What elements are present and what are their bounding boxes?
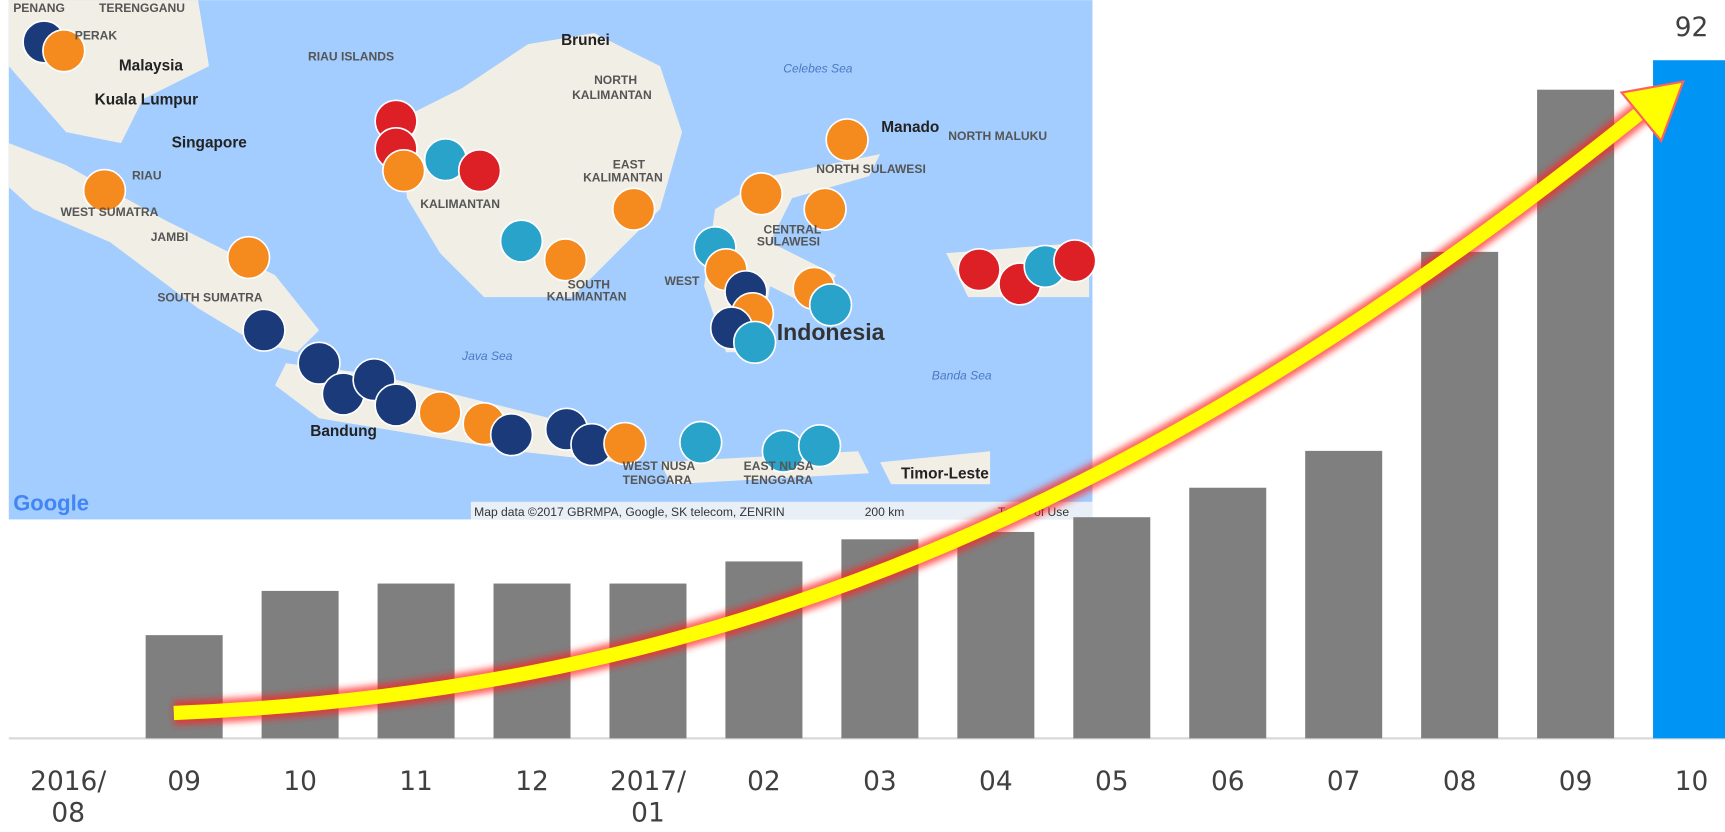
map-marker: [740, 173, 782, 215]
x-tick-label: 08: [1443, 766, 1477, 797]
map-label: TENGGARA: [623, 473, 692, 487]
x-tick-label: 12: [515, 766, 549, 797]
x-tick-label: 02: [747, 766, 781, 797]
map-marker: [383, 150, 425, 192]
x-tick-label: 06: [1211, 766, 1245, 797]
map-label: Brunei: [561, 32, 610, 49]
bar: [1073, 517, 1150, 738]
map-marker: [734, 321, 776, 363]
map-label: Timor-Leste: [901, 466, 989, 483]
value-label: 92: [1675, 12, 1709, 43]
map-label: KALIMANTAN: [420, 197, 500, 211]
map-label: EAST NUSA: [744, 459, 814, 473]
map-marker: [419, 392, 461, 434]
map-label: Indonesia: [777, 319, 885, 345]
map-marker: [459, 150, 501, 192]
map-label: Kuala Lumpur: [95, 92, 198, 109]
map-label: Banda Sea: [932, 369, 992, 383]
bar: [378, 584, 455, 739]
bar: [957, 532, 1034, 738]
map-label: Map data ©2017 GBRMPA, Google, SK teleco…: [474, 505, 785, 519]
x-tick-label: 11: [399, 766, 433, 797]
map-label: 200 km: [865, 505, 905, 519]
map-label: SULAWESI: [757, 234, 820, 248]
screen: PENANG TERENGGANU PERAK Malaysia Kuala Lumpu…: [0, 0, 1725, 832]
x-tick-label: 10: [283, 766, 317, 797]
map-label: Singapore: [172, 135, 248, 152]
map-marker: [958, 249, 1000, 291]
map-marker: [1054, 240, 1096, 282]
map-marker: [826, 119, 868, 161]
map-label: PENANG: [13, 1, 65, 15]
x-tick-label: 2016/08: [30, 766, 106, 829]
map-label: Bandung: [310, 423, 377, 440]
map-label: PERAK: [75, 29, 118, 43]
map-label: RIAU ISLANDS: [308, 50, 394, 64]
map-label: NORTH SULAWESI: [816, 162, 926, 176]
map-label: RIAU: [132, 168, 162, 182]
x-tick-label: 2017/01: [610, 766, 686, 829]
map-label: NORTH MALUKU: [948, 129, 1047, 143]
map-marker: [491, 414, 533, 456]
map-label: WEST NUSA: [623, 459, 696, 473]
map-label: TENGGARA: [744, 473, 813, 487]
bar: [1421, 252, 1498, 738]
bar: [1653, 60, 1725, 738]
bar: [1189, 488, 1266, 739]
map-marker: [228, 237, 270, 279]
x-tick-label: 03: [863, 766, 897, 797]
map-marker: [243, 309, 285, 351]
map-label: NORTH: [594, 73, 637, 87]
x-tick-label: 10: [1675, 766, 1709, 797]
map-marker: [501, 220, 543, 262]
map-marker: [680, 422, 722, 464]
map-label: JAMBI: [151, 230, 189, 244]
map-marker: [613, 188, 655, 230]
x-tick-label: 09: [1559, 766, 1593, 797]
bar: [725, 561, 802, 738]
map-label: Malaysia: [119, 58, 184, 75]
map-label: KALIMANTAN: [547, 289, 627, 303]
x-tick-label: 07: [1327, 766, 1361, 797]
map-marker: [375, 384, 417, 426]
map-label: Google: [13, 491, 89, 516]
x-tick-label: 09: [167, 766, 201, 797]
map-label: SOUTH SUMATRA: [157, 291, 263, 305]
bar: [1305, 451, 1382, 738]
map-label: WEST SUMATRA: [61, 205, 159, 219]
x-tick-label: 04: [979, 766, 1013, 797]
map-label: KALIMANTAN: [572, 88, 652, 102]
map-label: TERENGGANU: [99, 1, 185, 15]
map-label: Java Sea: [461, 349, 513, 363]
map-label: Celebes Sea: [783, 62, 853, 76]
map-marker: [545, 239, 587, 281]
map-label: Manado: [881, 119, 939, 136]
map-label: EAST: [613, 157, 646, 171]
map-label: KALIMANTAN: [583, 171, 663, 185]
map-label: WEST: [664, 274, 700, 288]
x-tick-label: 05: [1095, 766, 1129, 797]
